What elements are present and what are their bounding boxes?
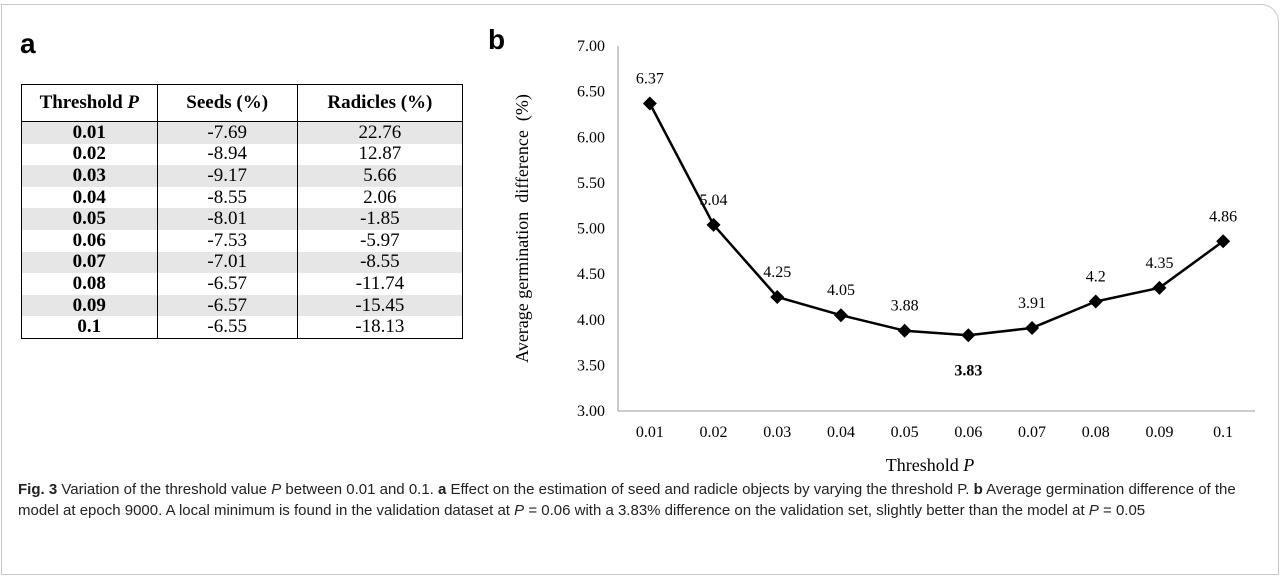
x-tick-label: 0.08 [1082, 424, 1110, 441]
header-radicles: Radicles (%) [296, 84, 464, 122]
cell-seeds: -7.01 [156, 251, 298, 274]
cell-threshold: 0.09 [21, 294, 158, 317]
data-label: 4.35 [1145, 255, 1173, 272]
cell-threshold: 0.1 [21, 316, 158, 339]
cell-seeds: -8.01 [156, 208, 298, 230]
table-row: 0.01 -7.69 22.76 [21, 121, 464, 144]
table-row: 0.07 -7.01 -8.55 [21, 251, 464, 274]
x-tick-label: 0.1 [1213, 424, 1233, 441]
header-threshold: Threshold P [21, 84, 158, 122]
data-label: 4.86 [1209, 208, 1237, 225]
table-row: 0.05 -8.01 -1.85 [21, 208, 464, 230]
x-tick-label: 0.06 [954, 424, 982, 441]
x-axis-title: Threshold P [885, 455, 975, 475]
header-seeds: Seeds (%) [156, 84, 298, 122]
x-tick-label: 0.02 [700, 424, 728, 441]
cell-radicles: 5.66 [296, 165, 464, 187]
y-tick-label: 6.50 [577, 84, 605, 101]
data-point-marker [706, 217, 721, 232]
table-row: 0.1 -6.55 -18.13 [21, 316, 464, 339]
cell-radicles: -5.97 [296, 229, 464, 252]
panel-b-letter: b [488, 24, 506, 55]
y-tick-label: 5.50 [577, 175, 605, 192]
figure-frame [1, 4, 1279, 575]
data-point-marker [897, 323, 912, 338]
y-tick-label: 3.00 [577, 403, 605, 420]
cell-radicles: -18.13 [296, 316, 464, 339]
chart-axes [617, 46, 1255, 412]
data-point-marker [1088, 294, 1103, 309]
cell-radicles: 2.06 [296, 186, 464, 209]
cell-threshold: 0.03 [21, 165, 158, 187]
data-point-marker [1216, 234, 1231, 249]
data-label: 4.25 [763, 264, 791, 281]
cell-seeds: -7.53 [156, 229, 298, 252]
y-tick-label: 5.00 [577, 221, 605, 238]
data-point-marker [1152, 280, 1167, 295]
table-header-row: Threshold P Seeds (%) Radicles (%) [21, 84, 464, 122]
series-line [648, 102, 1224, 337]
germination-line-chart: 3.00 3.50 4.00 4.50 5.00 5.50 6.00 6.50 7.00 0.01… [512, 38, 1255, 441]
table-row: 0.08 -6.57 -11.74 [21, 273, 464, 295]
data-label: 4.2 [1086, 269, 1106, 286]
y-tick-label: 3.50 [577, 357, 605, 374]
cell-threshold: 0.02 [21, 143, 158, 166]
data-label: 3.88 [891, 298, 919, 315]
x-tick-label: 0.03 [763, 424, 791, 441]
y-tick-label: 6.00 [577, 129, 605, 146]
panel-a-letter: a [20, 28, 36, 59]
data-point-marker [642, 96, 657, 111]
cell-radicles: -8.55 [296, 251, 464, 274]
table-row: 0.04 -8.55 2.06 [21, 186, 464, 209]
table-body: 0.01 -7.69 22.76 0.02 -8.94 12.87 0.03 -9.17 5.6… [21, 121, 464, 339]
cell-radicles: 12.87 [296, 143, 464, 166]
data-point-marker [1025, 320, 1040, 335]
cell-threshold: 0.08 [21, 273, 158, 295]
x-tick-label: 0.04 [827, 424, 855, 441]
data-label: 4.05 [827, 282, 855, 299]
cell-seeds: -6.57 [156, 294, 298, 317]
data-label: 6.37 [636, 70, 664, 87]
table-row: 0.02 -8.94 12.87 [21, 143, 464, 166]
chart-data-labels: 6.37 5.04 4.25 4.05 3.88 3.83 3.91 4.2 4.35 4.86 [636, 70, 1237, 379]
x-tick-label: 0.01 [636, 424, 664, 441]
data-point-marker [961, 328, 976, 343]
cell-seeds: -9.17 [156, 165, 298, 187]
figure-caption: Fig. 3 Variation of the threshold value … [18, 481, 1236, 519]
table-row: 0.03 -9.17 5.66 [21, 165, 464, 187]
cell-seeds: -8.94 [156, 143, 298, 166]
data-point-marker [770, 289, 785, 304]
x-tick-label: 0.07 [1018, 424, 1046, 441]
table-row: 0.06 -7.53 -5.97 [21, 229, 464, 252]
cell-radicles: -1.85 [296, 208, 464, 230]
cell-threshold: 0.05 [21, 208, 158, 230]
chart-series [642, 96, 1231, 343]
data-label: 3.83 [954, 362, 982, 379]
x-tick-label: 0.05 [891, 424, 919, 441]
data-label: 3.91 [1018, 295, 1046, 312]
cell-threshold: 0.04 [21, 186, 158, 209]
chart-ticks: 3.00 3.50 4.00 4.50 5.00 5.50 6.00 6.50 7.00 0.01… [577, 38, 1233, 441]
data-point-marker [833, 308, 848, 323]
data-label: 5.04 [700, 192, 728, 209]
cell-threshold: 0.07 [21, 251, 158, 274]
cell-radicles: 22.76 [296, 121, 464, 144]
cell-threshold: 0.06 [21, 229, 158, 252]
y-tick-label: 4.00 [577, 312, 605, 329]
y-tick-label: 7.00 [577, 38, 605, 55]
table-row: 0.09 -6.57 -15.45 [21, 294, 464, 317]
y-axis-title: Average germination difference (%) [512, 94, 533, 363]
cell-seeds: -6.57 [156, 273, 298, 295]
x-tick-label: 0.09 [1145, 424, 1173, 441]
y-tick-label: 4.50 [577, 266, 605, 283]
cell-seeds: -7.69 [156, 121, 298, 144]
cell-threshold: 0.01 [21, 121, 158, 144]
cell-radicles: -15.45 [296, 294, 464, 317]
cell-seeds: -6.55 [156, 316, 298, 339]
cell-seeds: -8.55 [156, 186, 298, 209]
threshold-table: Threshold P Seeds (%) Radicles (%) 0.01-… [21, 84, 464, 339]
cell-radicles: -11.74 [296, 273, 464, 295]
